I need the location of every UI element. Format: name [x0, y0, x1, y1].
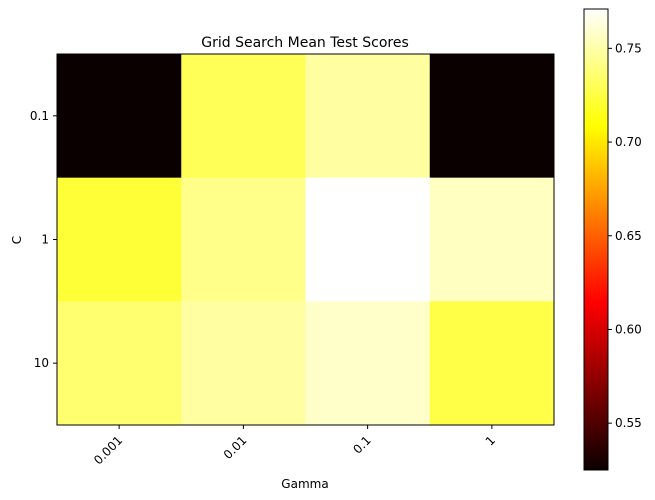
colorbar-tick-label: 0.75	[615, 41, 642, 55]
x-tick-label: 0.01	[221, 433, 250, 462]
heatmap-cells	[57, 54, 555, 426]
chart-title: Grid Search Mean Test Scores	[201, 35, 409, 51]
heatmap-cell	[429, 301, 555, 426]
x-axis-label: Gamma	[281, 477, 328, 491]
heatmap-cell	[429, 54, 555, 179]
colorbar-tick-label: 0.70	[615, 135, 642, 149]
x-tick-label: 1	[483, 433, 498, 448]
x-tick-label: 0.1	[350, 433, 373, 456]
y-tick-label: 1	[41, 233, 49, 247]
heatmap-cell	[181, 177, 306, 302]
colorbar	[583, 8, 609, 471]
x-tick-label: 0.001	[91, 433, 125, 467]
heatmap-cell	[57, 177, 182, 302]
heatmap-cell	[305, 54, 431, 179]
heatmap-cell	[429, 177, 555, 302]
y-tick-label: 0.1	[30, 109, 49, 123]
heatmap-cell	[181, 301, 306, 426]
heatmap-cell	[181, 54, 306, 179]
heatmap-cell	[57, 301, 182, 426]
x-axis-ticks: 0.001 0.01 0.1 1	[91, 425, 498, 467]
heatmap-cell	[305, 301, 431, 426]
y-axis-label: C	[10, 236, 24, 244]
y-tick-label: 10	[34, 356, 49, 370]
colorbar-tick-label: 0.65	[615, 229, 642, 243]
y-axis-ticks: 0.1 1 10	[30, 109, 57, 370]
colorbar-ticks: 0.55 0.60 0.65 0.70 0.75	[608, 41, 642, 430]
colorbar-tick-label: 0.60	[615, 322, 642, 336]
colorbar-tick-label: 0.55	[615, 416, 642, 430]
heatmap-cell	[305, 177, 431, 302]
heatmap-cell	[57, 54, 182, 179]
